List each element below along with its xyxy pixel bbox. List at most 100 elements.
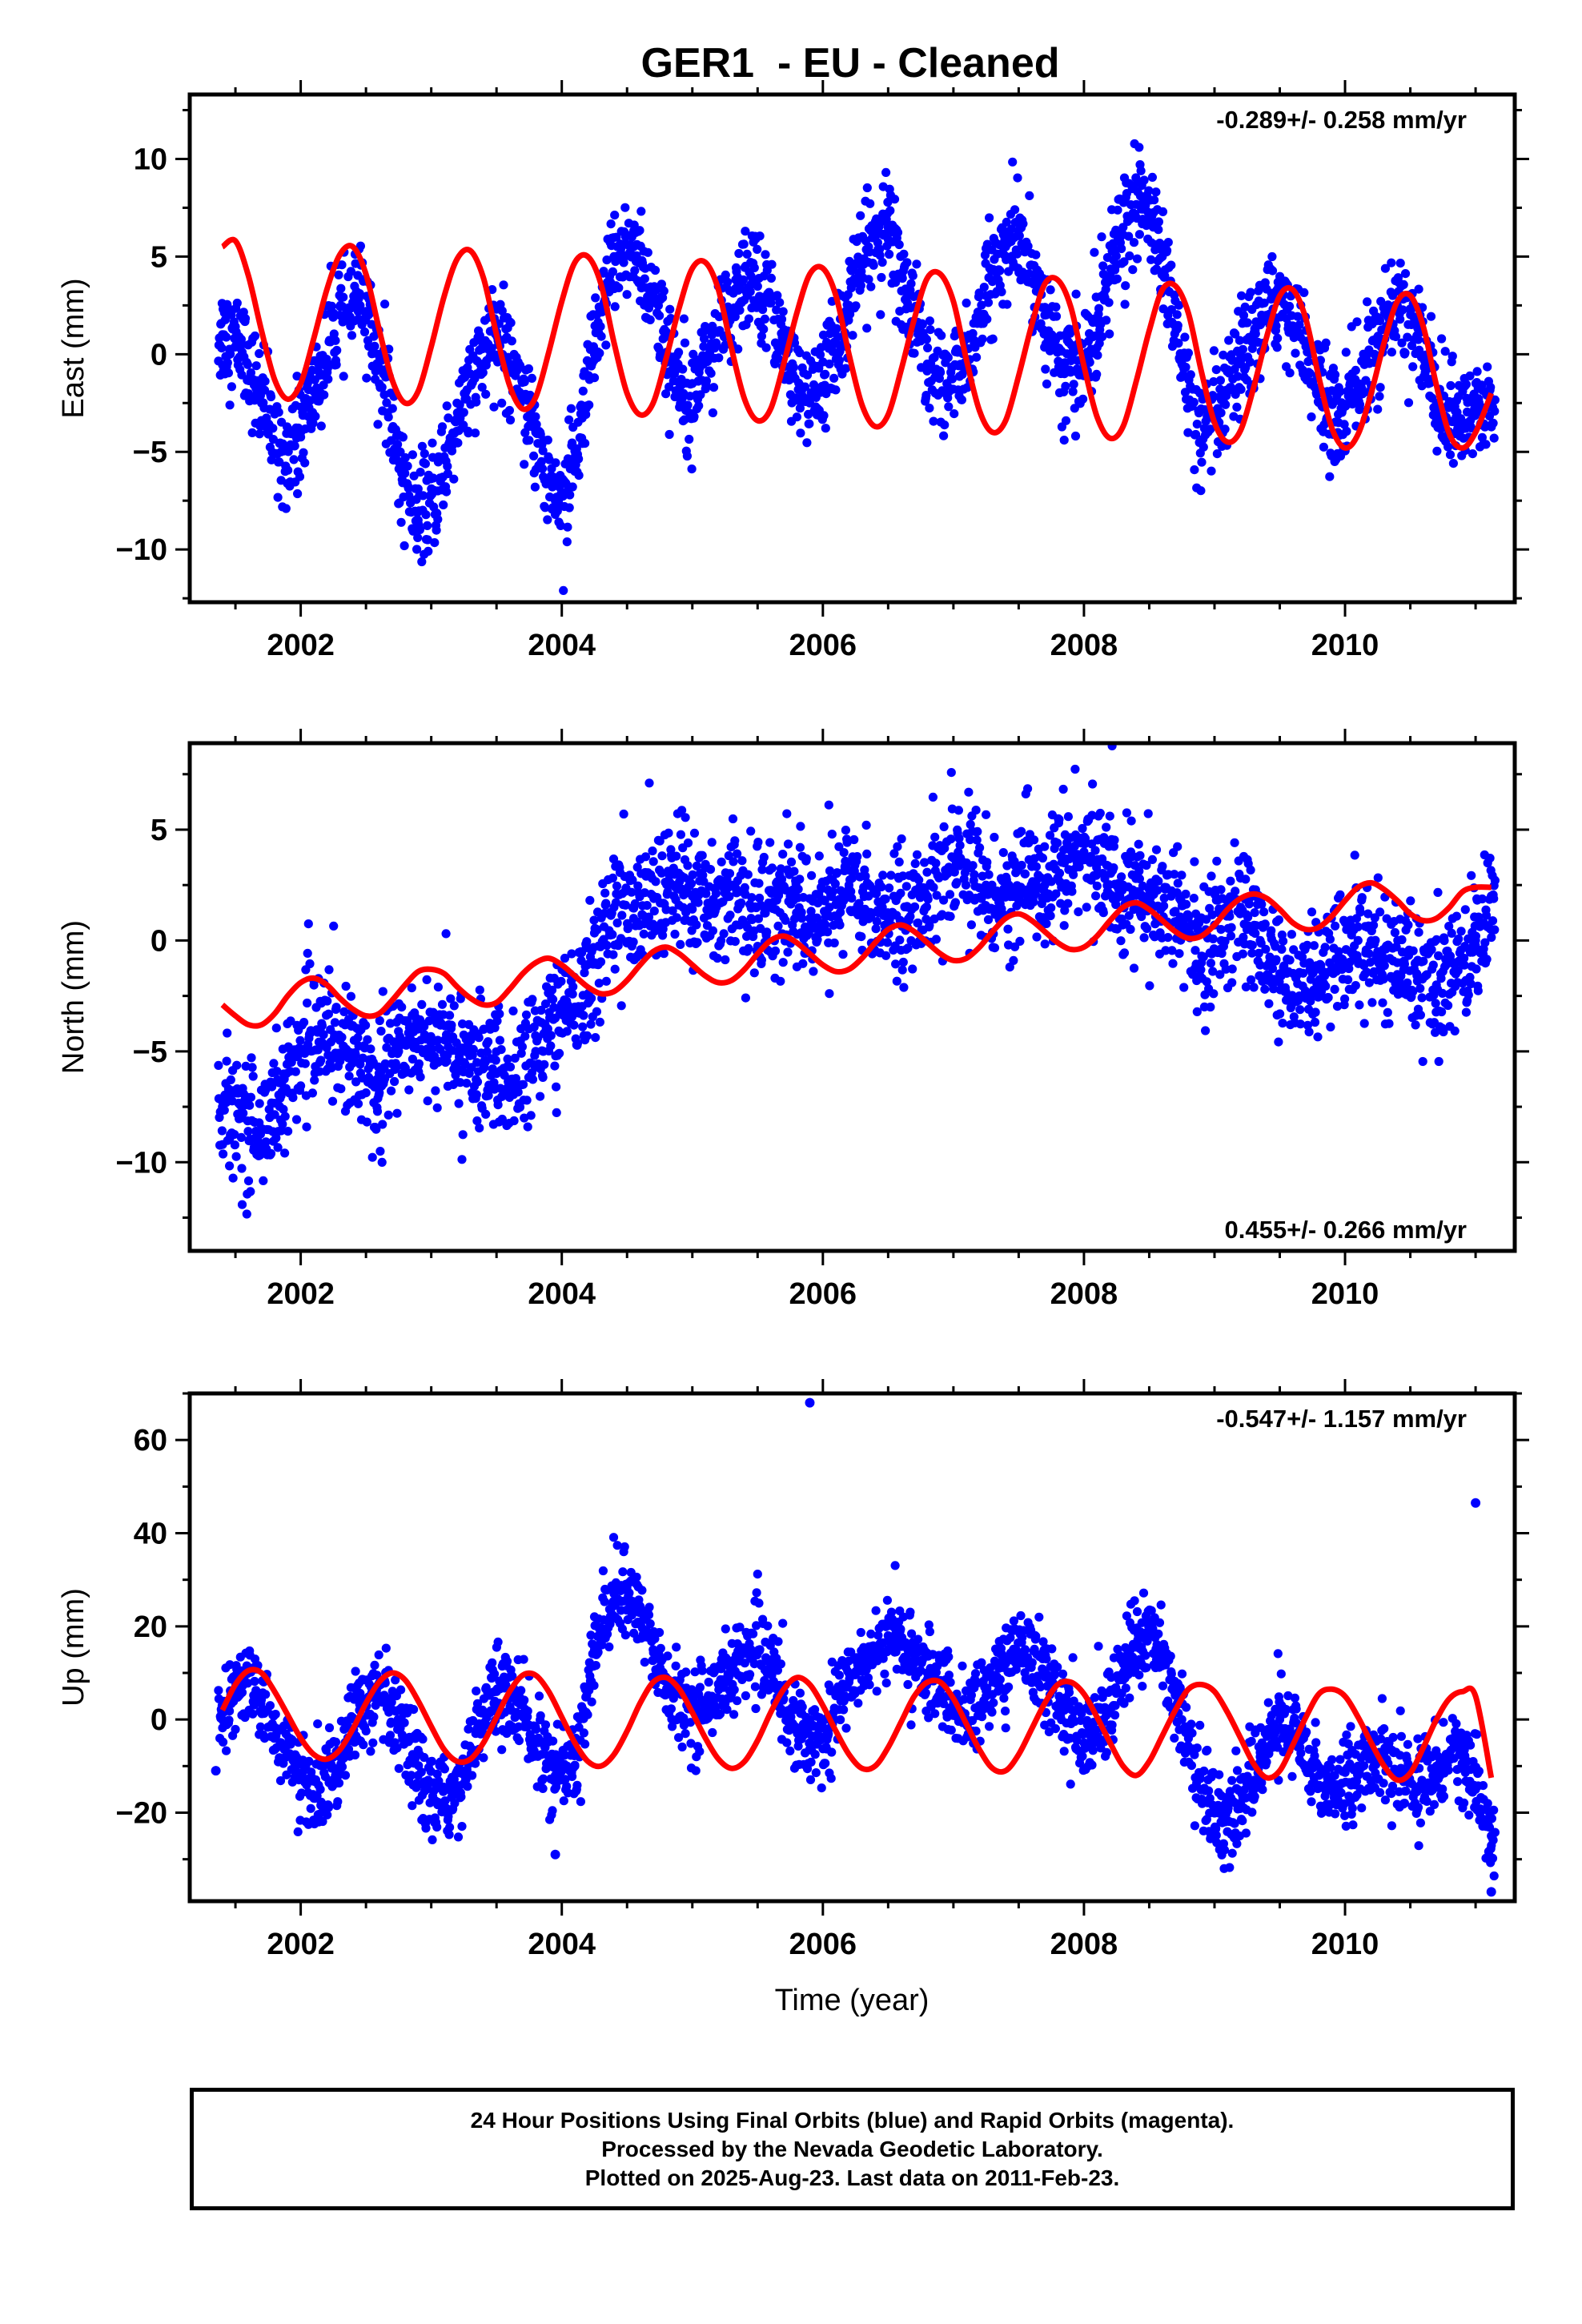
data-point [1437, 1007, 1447, 1017]
data-point [1236, 384, 1246, 394]
data-point [1092, 862, 1102, 872]
data-point [472, 369, 482, 379]
data-point [649, 907, 659, 916]
data-point [1227, 964, 1237, 974]
data-point [1118, 223, 1128, 232]
data-point [1031, 862, 1041, 871]
data-point [950, 408, 959, 419]
y-tick-label: 10 [134, 143, 167, 176]
data-point [1267, 963, 1278, 974]
data-point [382, 1043, 391, 1052]
data-point [719, 929, 729, 939]
data-point [1239, 311, 1249, 320]
data-point [1143, 809, 1153, 818]
data-point [1196, 965, 1206, 975]
data-point [645, 315, 655, 324]
data-point [407, 983, 416, 993]
data-point [785, 369, 795, 379]
data-point [288, 1093, 298, 1103]
data-point [1313, 1032, 1323, 1042]
data-point [1051, 302, 1061, 312]
data-point [777, 315, 787, 324]
data-point [1060, 906, 1070, 915]
data-point [1015, 936, 1025, 946]
data-point [984, 870, 994, 879]
data-point [1192, 420, 1202, 429]
data-point [1249, 983, 1259, 992]
data-point [893, 227, 903, 237]
data-point [1350, 850, 1359, 860]
data-point [961, 880, 971, 890]
data-point [364, 1072, 374, 1082]
data-point [236, 1132, 246, 1142]
data-point [281, 504, 291, 513]
data-point [1182, 899, 1191, 909]
data-point [829, 373, 839, 383]
data-point [1069, 870, 1078, 879]
data-point [977, 300, 986, 310]
data-point [546, 1041, 556, 1051]
data-point [725, 911, 735, 920]
data-point [639, 929, 648, 939]
data-point [1163, 238, 1173, 247]
data-point [950, 867, 959, 877]
data-point [742, 931, 752, 941]
data-point [805, 398, 815, 408]
data-point [1098, 854, 1107, 864]
data-point [1325, 472, 1335, 481]
data-point [665, 429, 674, 440]
data-point [721, 955, 730, 965]
data-point [270, 1110, 279, 1120]
data-point [437, 422, 448, 432]
data-point [651, 877, 661, 887]
data-point [1051, 889, 1061, 899]
data-point [1051, 312, 1062, 321]
data-point [249, 1143, 259, 1152]
data-point [369, 332, 379, 341]
data-point [582, 1031, 592, 1040]
data-point [1291, 348, 1300, 358]
data-point [945, 890, 955, 899]
data-point [936, 368, 946, 377]
data-point [608, 930, 617, 939]
data-point [1242, 376, 1252, 385]
data-point [1391, 332, 1401, 341]
data-point [479, 1024, 489, 1034]
data-point [753, 838, 763, 847]
data-point [610, 302, 620, 312]
data-point [939, 822, 949, 831]
data-point [309, 980, 319, 990]
data-point [982, 858, 992, 867]
data-point [337, 260, 347, 270]
data-point [255, 1099, 264, 1108]
data-point [1008, 157, 1018, 167]
data-point [674, 348, 684, 357]
data-point [1067, 887, 1077, 896]
data-point [943, 353, 953, 363]
data-point [536, 1005, 546, 1015]
data-point [445, 1011, 455, 1020]
data-point [472, 1090, 481, 1100]
data-point [1486, 383, 1496, 392]
data-point [422, 975, 432, 984]
data-point [1201, 1026, 1211, 1035]
data-point [237, 1164, 247, 1173]
data-point [681, 813, 690, 822]
data-point [1285, 368, 1295, 378]
data-point [1231, 887, 1240, 896]
data-point [1078, 823, 1087, 834]
data-point [443, 468, 453, 479]
data-point [495, 1035, 505, 1045]
data-point [1183, 428, 1193, 437]
data-point [892, 976, 901, 986]
data-point [587, 993, 596, 1003]
data-point [849, 834, 859, 845]
data-point [813, 935, 822, 944]
data-point [1240, 302, 1250, 312]
data-point [530, 482, 540, 492]
data-point [655, 836, 665, 846]
data-point [417, 999, 427, 1009]
data-point [891, 959, 901, 969]
data-point [877, 903, 887, 912]
data-point [636, 207, 646, 216]
